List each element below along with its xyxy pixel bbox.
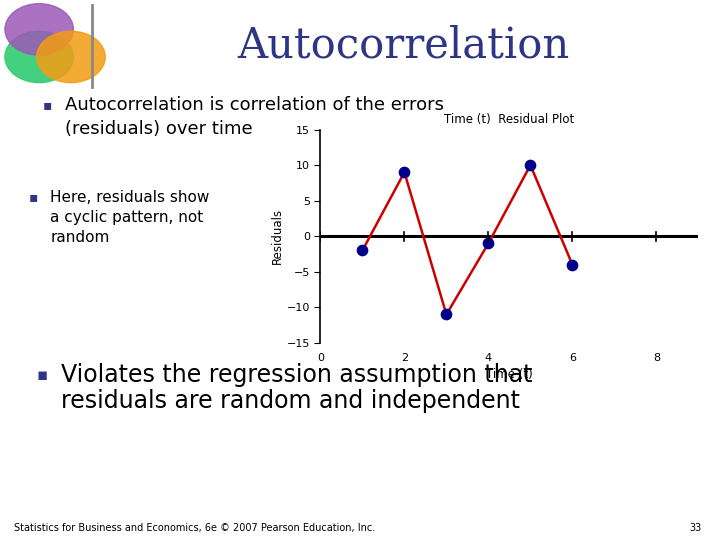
- Text: Violates the regression assumption that: Violates the regression assumption that: [61, 363, 533, 387]
- Circle shape: [5, 4, 73, 55]
- Text: ▪: ▪: [43, 98, 53, 112]
- Text: Statistics for Business and Economics, 6e © 2007 Pearson Education, Inc.: Statistics for Business and Economics, 6…: [14, 523, 376, 533]
- X-axis label: Time (t): Time (t): [486, 368, 533, 381]
- Text: 33: 33: [690, 523, 702, 533]
- Point: [399, 168, 410, 177]
- Text: (residuals) over time: (residuals) over time: [65, 119, 253, 138]
- Text: ▪: ▪: [29, 190, 38, 204]
- Point: [482, 239, 494, 248]
- Y-axis label: Residuals: Residuals: [271, 208, 284, 264]
- Circle shape: [5, 31, 73, 83]
- Point: [441, 310, 452, 319]
- Point: [356, 246, 368, 255]
- Text: Autocorrelation is correlation of the errors: Autocorrelation is correlation of the er…: [65, 96, 444, 114]
- Circle shape: [37, 31, 105, 83]
- Text: Here, residuals show: Here, residuals show: [50, 190, 210, 205]
- Text: random: random: [50, 230, 109, 245]
- Text: Autocorrelation: Autocorrelation: [237, 25, 570, 67]
- Text: a cyclic pattern, not: a cyclic pattern, not: [50, 210, 204, 225]
- Text: ▪: ▪: [36, 366, 48, 384]
- Point: [567, 260, 578, 269]
- Point: [525, 161, 536, 170]
- Text: residuals are random and independent: residuals are random and independent: [61, 389, 521, 413]
- Title: Time (t)  Residual Plot: Time (t) Residual Plot: [444, 113, 575, 126]
